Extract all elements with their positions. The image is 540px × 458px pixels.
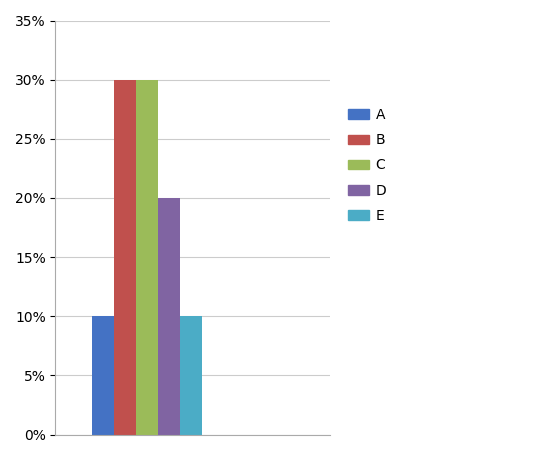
Bar — [158, 198, 180, 435]
Legend: A, B, C, D, E: A, B, C, D, E — [342, 103, 392, 228]
Bar — [92, 316, 114, 435]
Bar — [114, 80, 136, 435]
Bar — [180, 316, 202, 435]
Bar — [136, 80, 158, 435]
